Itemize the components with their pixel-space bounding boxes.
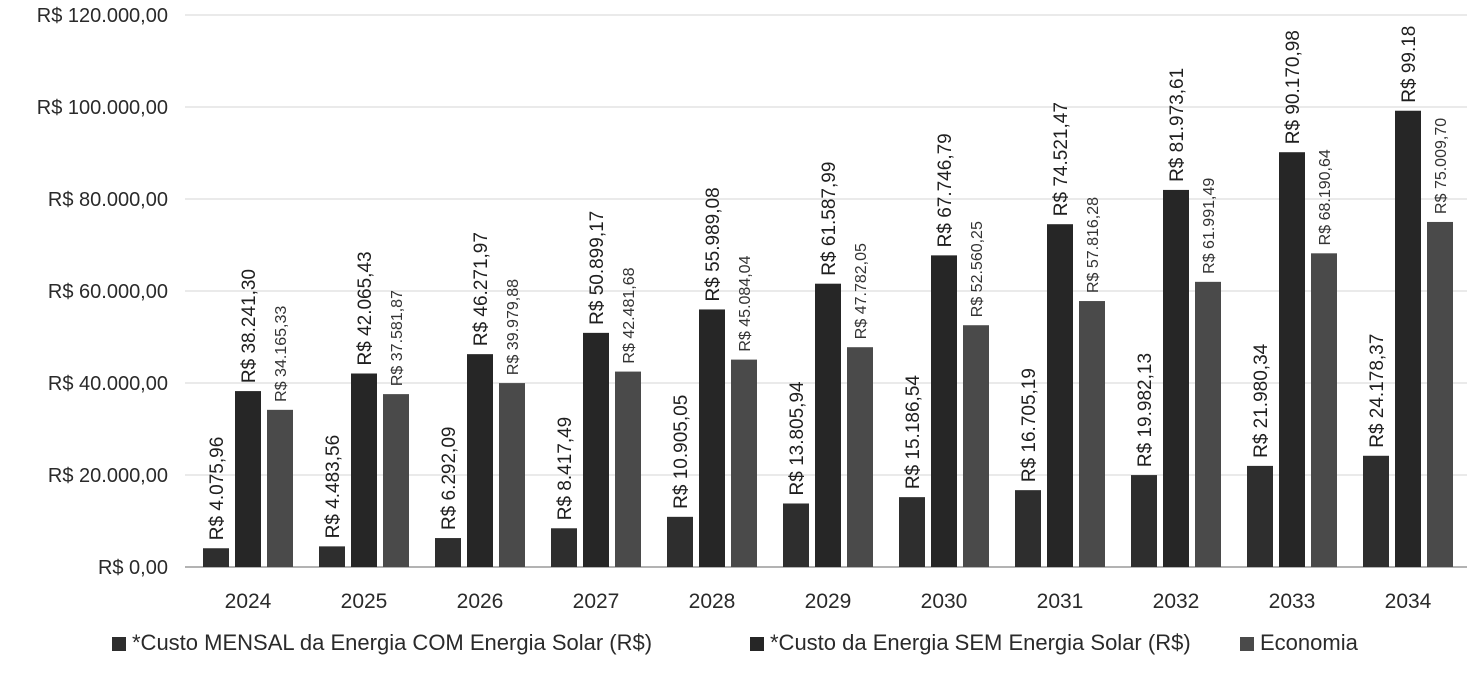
data-label: R$ 16.705,19: [1019, 368, 1040, 482]
data-label: R$ 55.989,08: [703, 187, 724, 301]
legend-swatch: [112, 637, 126, 651]
data-label: R$ 74.521,47: [1051, 102, 1072, 216]
legend-swatch: [1240, 637, 1254, 651]
x-tick-label: 2030: [921, 590, 968, 613]
data-label: R$ 46.271,97: [471, 232, 492, 346]
data-label: R$ 99.18: [1399, 26, 1420, 103]
bar: [1427, 221, 1453, 567]
bar: [731, 359, 757, 567]
bar: [351, 373, 377, 567]
bar: [1015, 490, 1041, 567]
data-label: R$ 21.980,34: [1251, 343, 1272, 458]
bar: [783, 503, 809, 567]
bar: [435, 538, 461, 567]
x-tick-label: 2034: [1385, 590, 1432, 613]
bar: [319, 546, 345, 567]
data-label: R$ 50.899,17: [587, 211, 608, 325]
data-label: R$ 52.560,25: [969, 221, 986, 317]
bar: [499, 383, 525, 567]
data-label: R$ 13.805,94: [787, 381, 808, 496]
data-label: R$ 45.084,04: [737, 255, 754, 351]
bar: [203, 548, 229, 567]
data-label: R$ 68.190,64: [1317, 149, 1334, 245]
data-label: R$ 57.816,28: [1085, 197, 1102, 293]
data-label: R$ 38.241,30: [239, 269, 260, 383]
bar: [1163, 189, 1189, 567]
bar: [1279, 152, 1305, 567]
bar: [1195, 281, 1221, 567]
x-tick-label: 2026: [457, 590, 504, 613]
bar: [383, 394, 409, 567]
x-tick-label: 2024: [225, 590, 272, 613]
data-label: R$ 4.483,56: [323, 435, 344, 539]
data-label: R$ 90.170,98: [1283, 30, 1304, 144]
bar: [267, 409, 293, 567]
bar: [931, 255, 957, 568]
legend-label: Economia: [1260, 630, 1359, 655]
bar: [1395, 110, 1421, 567]
bar: [1131, 475, 1157, 567]
x-tick-label: 2027: [573, 590, 620, 613]
bar: [615, 371, 641, 567]
data-label: R$ 24.178,37: [1367, 334, 1388, 448]
bar: [699, 309, 725, 567]
x-tick-label: 2033: [1269, 590, 1316, 613]
data-label: R$ 75.009,70: [1433, 118, 1450, 214]
data-label: R$ 42.481,68: [621, 267, 638, 363]
data-label: R$ 61.587,99: [819, 162, 840, 276]
data-label: R$ 81.973,61: [1167, 68, 1188, 182]
x-tick-label: 2031: [1037, 590, 1084, 613]
bar: [235, 391, 261, 567]
bar: [583, 332, 609, 567]
bar: [815, 283, 841, 567]
y-tick-label: R$ 100.000,00: [37, 97, 168, 119]
x-tick-label: 2028: [689, 590, 736, 613]
x-tick-label: 2025: [341, 590, 388, 613]
bar: [1247, 465, 1273, 567]
data-label: R$ 42.065,43: [355, 251, 376, 365]
data-label: R$ 67.746,79: [935, 133, 956, 247]
bar: [1311, 253, 1337, 567]
bar: [667, 516, 693, 567]
legend-label: *Custo MENSAL da Energia COM Energia Sol…: [132, 630, 652, 655]
data-label: R$ 6.292,09: [439, 427, 460, 531]
bar: [1079, 301, 1105, 567]
data-label: R$ 39.979,88: [505, 279, 522, 375]
data-label: R$ 37.581,87: [389, 290, 406, 386]
bar: [551, 528, 577, 567]
legend-label: *Custo da Energia SEM Energia Solar (R$): [770, 630, 1191, 655]
data-label: R$ 61.991,49: [1201, 178, 1218, 274]
y-tick-label: R$ 120.000,00: [37, 5, 168, 27]
bar: [899, 497, 925, 567]
y-tick-label: R$ 60.000,00: [48, 281, 168, 303]
data-label: R$ 19.982,13: [1135, 353, 1156, 467]
y-tick-label: R$ 40.000,00: [48, 373, 168, 395]
y-tick-label: R$ 80.000,00: [48, 189, 168, 211]
bar: [963, 325, 989, 567]
bar: [1363, 455, 1389, 567]
data-label: R$ 4.075,96: [207, 437, 228, 541]
legend-swatch: [750, 637, 764, 651]
x-tick-label: 2032: [1153, 590, 1200, 613]
bar: [847, 347, 873, 567]
bar: [1047, 224, 1073, 567]
data-label: R$ 47.782,05: [853, 243, 870, 339]
x-tick-label: 2029: [805, 590, 852, 613]
data-label: R$ 15.186,54: [903, 375, 924, 490]
bar: [467, 354, 493, 567]
data-label: R$ 8.417,49: [555, 417, 576, 521]
data-label: R$ 10.905,05: [671, 395, 692, 509]
y-tick-label: R$ 20.000,00: [48, 465, 168, 487]
data-label: R$ 34.165,33: [273, 306, 290, 402]
y-tick-label: R$ 0,00: [98, 557, 168, 579]
